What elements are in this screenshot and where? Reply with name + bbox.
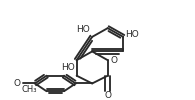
Text: HO: HO bbox=[76, 25, 90, 34]
Text: O: O bbox=[13, 79, 20, 88]
Text: HO: HO bbox=[125, 30, 139, 39]
Text: HO: HO bbox=[61, 63, 75, 72]
Text: O: O bbox=[104, 91, 111, 100]
Text: CH₃: CH₃ bbox=[21, 85, 37, 94]
Text: O: O bbox=[110, 56, 117, 65]
